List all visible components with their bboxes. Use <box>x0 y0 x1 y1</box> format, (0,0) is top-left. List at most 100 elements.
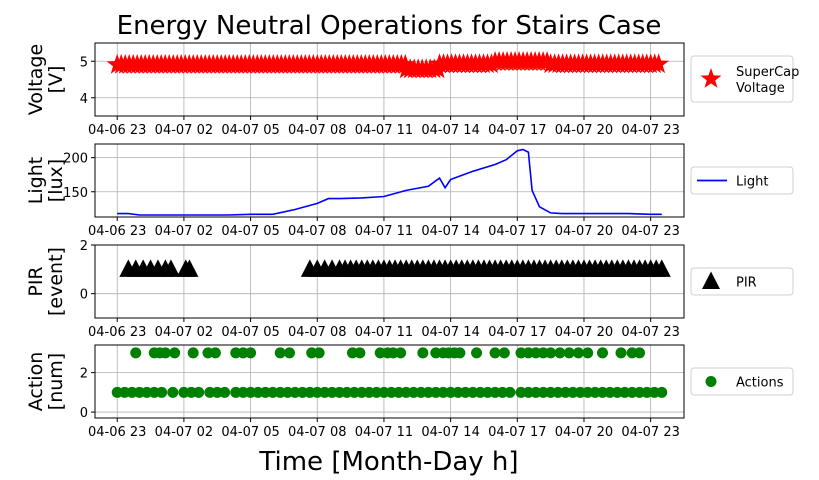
x-tick-label: 04-07 05 <box>221 123 279 138</box>
y-tick-label: 0 <box>80 288 88 303</box>
action-point <box>193 386 205 398</box>
x-tick-label: 04-07 08 <box>288 425 346 440</box>
x-tick-label: 04-07 17 <box>488 325 546 340</box>
subplot-3: 04-06 23 04-07 02 04-07 05 04-07 08 04-07 11… <box>25 239 794 340</box>
x-tick-label: 04-07 17 <box>488 123 546 138</box>
action-point <box>417 347 429 359</box>
y-axis-label: Action <box>25 352 47 412</box>
subplot-1: 04-06 23 04-07 02 04-07 05 04-07 08 04-07 11… <box>25 42 799 138</box>
x-tick-label: 04-07 11 <box>355 325 413 340</box>
x-tick-label: 04-07 05 <box>221 224 279 239</box>
legend-triangle-icon <box>702 271 720 289</box>
action-point <box>615 347 627 359</box>
plot-frame <box>94 244 685 319</box>
panels: 04-06 23 04-07 02 04-07 05 04-07 08 04-07 11… <box>25 42 799 440</box>
action-point <box>130 347 142 359</box>
action-point <box>354 347 366 359</box>
action-point <box>313 347 325 359</box>
x-tick-label: 04-07 08 <box>288 123 346 138</box>
x-tick-label: 04-07 20 <box>555 123 613 138</box>
action-point <box>274 347 286 359</box>
y-axis-label: [lux] <box>45 159 67 202</box>
action-point <box>634 347 646 359</box>
x-tick-label: 04-07 23 <box>621 123 679 138</box>
y-tick-label: 2 <box>80 367 88 382</box>
legend-box <box>690 55 794 103</box>
y-axis-label: Voltage <box>25 44 47 115</box>
plot-frame <box>94 143 685 218</box>
x-tick-label: 04-07 14 <box>421 123 479 138</box>
x-axis-label: Time [Month-Day h] <box>258 447 518 477</box>
action-point <box>504 386 516 398</box>
voltage-point <box>648 53 670 74</box>
chart-title: Energy Neutral Operations for Stairs Cas… <box>117 11 662 41</box>
x-tick-label: 04-07 05 <box>221 325 279 340</box>
y-axis-label: [V] <box>45 66 67 94</box>
legend-circle-icon <box>705 376 717 387</box>
action-point <box>572 347 584 359</box>
action-point <box>169 347 181 359</box>
legend: Actions <box>690 367 794 396</box>
x-tick-label: 04-07 02 <box>155 123 213 138</box>
action-point <box>159 347 171 359</box>
action-point <box>283 347 295 359</box>
y-tick-label: 5 <box>80 55 88 70</box>
action-point <box>554 347 566 359</box>
x-tick-label: 04-07 11 <box>355 224 413 239</box>
x-tick-label: 04-07 08 <box>288 325 346 340</box>
x-tick-label: 04-07 17 <box>488 224 546 239</box>
pir-event-point <box>652 259 671 277</box>
x-tick-label: 04-07 20 <box>555 325 613 340</box>
subplot-4: 04-06 23 04-07 02 04-07 05 04-07 08 04-07 11… <box>25 344 794 440</box>
x-tick-label: 04-06 23 <box>88 224 146 239</box>
legend-label: Light <box>736 175 768 190</box>
y-tick-label: 150 <box>63 186 88 201</box>
action-point <box>597 347 609 359</box>
light-line <box>117 148 662 216</box>
legend: Light <box>690 166 794 195</box>
x-tick-label: 04-07 14 <box>421 325 479 340</box>
y-tick-label: 200 <box>63 152 88 167</box>
subplot-2: 04-06 23 04-07 02 04-07 05 04-07 08 04-07 11… <box>25 143 794 239</box>
legend: PIR <box>690 267 794 296</box>
legend-label: Actions <box>736 376 784 391</box>
action-point <box>563 347 575 359</box>
x-tick-label: 04-07 08 <box>288 224 346 239</box>
x-tick-label: 04-07 20 <box>555 425 613 440</box>
x-tick-label: 04-07 11 <box>355 425 413 440</box>
action-point <box>582 347 594 359</box>
x-tick-label: 04-07 20 <box>555 224 613 239</box>
plot-frame <box>94 344 685 419</box>
x-tick-label: 04-06 23 <box>88 123 146 138</box>
x-tick-label: 04-07 23 <box>621 325 679 340</box>
legend-label: SuperCap <box>736 65 799 80</box>
action-point <box>498 347 510 359</box>
x-tick-label: 04-06 23 <box>88 425 146 440</box>
pir-event-point <box>180 259 199 277</box>
action-point <box>489 347 501 359</box>
pir-event-point <box>161 259 180 277</box>
x-tick-label: 04-07 02 <box>155 224 213 239</box>
legend-label: PIR <box>736 276 757 291</box>
legend-box <box>690 166 794 195</box>
x-tick-label: 04-06 23 <box>88 325 146 340</box>
x-tick-label: 04-07 11 <box>355 123 413 138</box>
action-point <box>545 347 557 359</box>
action-point <box>167 386 179 398</box>
action-point <box>187 347 199 359</box>
legend-label: Voltage <box>736 81 785 96</box>
x-tick-label: 04-07 23 <box>621 425 679 440</box>
action-point <box>656 386 668 398</box>
y-axis-label: Light <box>25 157 47 204</box>
x-tick-label: 04-07 14 <box>421 425 479 440</box>
y-axis-label: [event] <box>45 247 67 316</box>
action-point <box>156 386 168 398</box>
x-tick-label: 04-07 23 <box>621 224 679 239</box>
action-point <box>395 347 407 359</box>
legend-box <box>690 367 794 396</box>
y-tick-label: 2 <box>80 239 88 254</box>
x-tick-label: 04-07 05 <box>221 425 279 440</box>
action-point <box>219 386 231 398</box>
